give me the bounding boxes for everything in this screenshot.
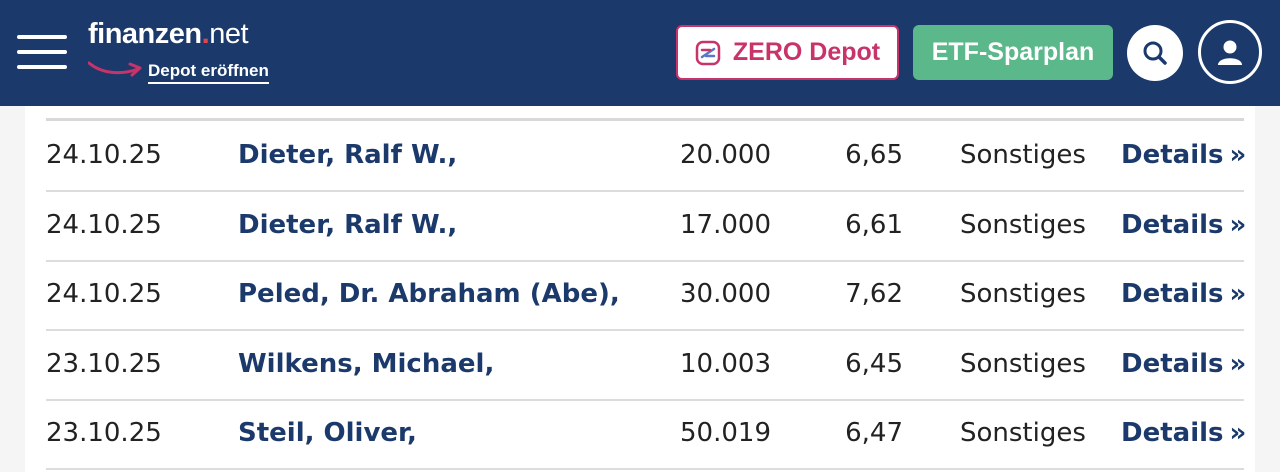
table-top-rule xyxy=(46,118,1244,121)
double-chevron-right-icon: » xyxy=(1229,279,1247,309)
trade-quantity: 30.000 xyxy=(680,279,771,309)
table-row: 24.10.25 Dieter, Ralf W., 20.000 6,65 Sonsti… xyxy=(46,121,1246,192)
insider-name-link[interactable]: Dieter, Ralf W., xyxy=(238,209,458,240)
trade-date: 23.10.25 xyxy=(46,418,162,448)
swoosh-arrow-icon xyxy=(88,61,142,77)
account-button[interactable] xyxy=(1198,20,1262,84)
table-row: 24.10.25 Peled, Dr. Abraham (Abe), 30.000 7… xyxy=(46,260,1246,331)
trade-type: Sonstiges xyxy=(960,418,1086,448)
insider-name-link[interactable]: Dieter, Ralf W., xyxy=(238,140,458,170)
table-row: 23.10.25 Wilkens, Michael, 10.003 6,45 Sonst… xyxy=(46,330,1246,401)
search-button[interactable] xyxy=(1127,25,1183,81)
details-link[interactable]: Details» xyxy=(1121,191,1246,260)
zero-depot-label: ZERO Depot xyxy=(732,38,881,66)
trade-price: 6,65 xyxy=(845,140,903,170)
user-icon xyxy=(1218,40,1242,65)
trade-price: 6,61 xyxy=(845,209,903,240)
insider-trades-table: 24.10.25 Dieter, Ralf W., 20.000 6,65 Sonsti… xyxy=(25,106,1255,472)
zero-depot-button[interactable]: ZERO Depot xyxy=(676,25,899,80)
trade-date: 24.10.25 xyxy=(46,209,162,240)
details-label: Details xyxy=(1121,348,1224,379)
trade-price: 6,45 xyxy=(845,348,903,379)
trade-type: Sonstiges xyxy=(960,279,1086,309)
insider-name-link[interactable]: Steil, Oliver, xyxy=(238,418,417,448)
details-label: Details xyxy=(1121,209,1224,240)
double-chevron-right-icon: » xyxy=(1229,140,1247,170)
hamburger-menu-icon[interactable] xyxy=(17,33,67,71)
site-logo[interactable]: finanzen.net Depot eröffnen xyxy=(88,16,288,86)
top-header: finanzen.net Depot eröffnen ZERO Depot E… xyxy=(0,0,1280,106)
double-chevron-right-icon: » xyxy=(1229,348,1247,379)
trade-type: Sonstiges xyxy=(960,348,1086,379)
etf-sparplan-button[interactable]: ETF-Sparplan xyxy=(913,25,1113,80)
trade-type: Sonstiges xyxy=(960,209,1086,240)
details-label: Details xyxy=(1121,140,1224,170)
details-link[interactable]: Details» xyxy=(1121,260,1246,329)
details-link[interactable]: Details» xyxy=(1121,121,1246,190)
trade-quantity: 50.019 xyxy=(680,418,771,448)
trade-price: 6,47 xyxy=(845,418,903,448)
zero-logo-icon xyxy=(695,40,721,65)
trade-price: 7,62 xyxy=(845,279,903,309)
insider-name-link[interactable]: Wilkens, Michael, xyxy=(238,348,495,379)
search-icon xyxy=(1143,41,1167,65)
trade-date: 24.10.25 xyxy=(46,279,162,309)
details-label: Details xyxy=(1121,279,1224,309)
double-chevron-right-icon: » xyxy=(1229,209,1247,240)
details-label: Details xyxy=(1121,418,1224,448)
trade-quantity: 10.003 xyxy=(680,348,771,379)
insider-name-link[interactable]: Peled, Dr. Abraham (Abe), xyxy=(238,279,620,309)
details-link[interactable]: Details» xyxy=(1121,399,1246,468)
etf-sparplan-label: ETF-Sparplan xyxy=(931,38,1095,66)
table-row: 24.10.25 Dieter, Ralf W., 17.000 6,61 Sonsti… xyxy=(46,191,1246,262)
details-link[interactable]: Details» xyxy=(1121,330,1246,399)
open-depot-link[interactable]: Depot eröffnen xyxy=(148,61,269,84)
logo-wordmark: finanzen.net xyxy=(88,18,249,50)
double-chevron-right-icon: » xyxy=(1229,418,1247,448)
trade-quantity: 17.000 xyxy=(680,209,771,240)
trade-date: 23.10.25 xyxy=(46,348,162,379)
trade-quantity: 20.000 xyxy=(680,140,771,170)
trade-date: 24.10.25 xyxy=(46,140,162,170)
trade-type: Sonstiges xyxy=(960,140,1086,170)
table-row: 23.10.25 Steil, Oliver, 50.019 6,47 Sonstige… xyxy=(46,399,1246,470)
